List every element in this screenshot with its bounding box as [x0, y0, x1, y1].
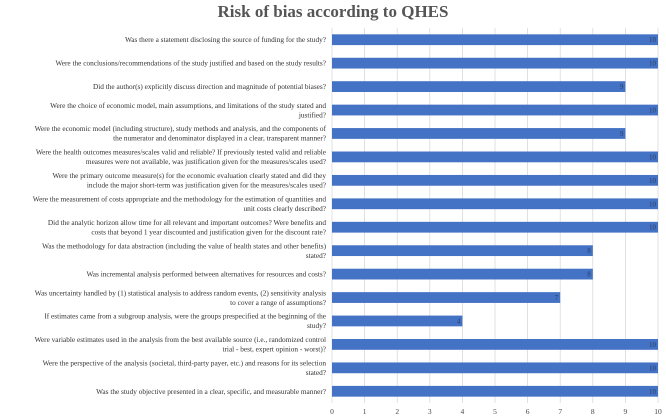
bar: [332, 385, 658, 397]
category-label: costs that beyond 1 year discounted and …: [91, 227, 326, 236]
x-tick-label: 0: [330, 407, 334, 416]
bar: [332, 151, 658, 163]
bar: [332, 174, 658, 186]
bars: [332, 34, 658, 397]
category-label: Was there a statement disclosing the sou…: [125, 35, 326, 44]
category-label: justified?: [298, 110, 326, 119]
category-label: include the major short-term was justifi…: [87, 181, 326, 190]
category-label: Were the perspective of the analysis (so…: [43, 359, 327, 368]
data-label: 9: [620, 83, 624, 91]
x-tick-label: 8: [591, 407, 595, 416]
x-tick-label: 7: [558, 407, 562, 416]
category-labels: Was there a statement disclosing the sou…: [33, 35, 327, 396]
category-label: Were the economic model (including struc…: [35, 124, 327, 133]
data-labels: 10 10 9 10 9 10 10 10 10 8 8 7 4 10 10 10: [457, 36, 657, 396]
data-label: 7: [555, 294, 559, 302]
data-label: 10: [649, 388, 657, 396]
bar: [332, 221, 658, 233]
category-label: Was uncertainty handled by (1) statistic…: [35, 288, 326, 297]
x-tick-label: 3: [428, 407, 432, 416]
category-label: Were the measurement of costs appropriat…: [33, 195, 327, 204]
category-label: Were the choice of economic model, main …: [50, 101, 326, 110]
data-label: 10: [649, 60, 657, 68]
bar: [332, 339, 658, 350]
bar: [332, 34, 658, 46]
x-tick-label: 1: [363, 407, 367, 416]
x-tick-label: 5: [493, 407, 497, 416]
data-label: 8: [587, 271, 591, 279]
category-label: to cover a range of assumptions?: [230, 298, 326, 307]
data-label: 4: [457, 317, 461, 325]
data-label: 10: [649, 153, 657, 161]
category-label: unit costs clearly described?: [244, 204, 326, 213]
data-label: 10: [649, 36, 657, 44]
data-label: 10: [649, 107, 657, 115]
bar: [332, 198, 658, 210]
category-label: Was the study objective presented in a c…: [96, 387, 326, 396]
category-label: Were the conclusions/recommendations of …: [55, 59, 326, 68]
data-label: 10: [649, 177, 657, 185]
bar: [332, 128, 626, 139]
data-label: 10: [649, 341, 657, 349]
category-label: measures were not available, was justifi…: [86, 157, 326, 166]
category-label: Was the methodology for data abstraction…: [42, 241, 326, 250]
data-label: 10: [649, 200, 657, 208]
category-label: Were variable estimates used in the anal…: [35, 335, 326, 344]
bar: [332, 268, 593, 280]
x-tick-label: 6: [526, 407, 530, 416]
data-label: 10: [649, 364, 657, 372]
bar: [332, 57, 658, 69]
category-label: stated?: [306, 368, 326, 377]
bar: [332, 315, 463, 327]
x-tick-label: 9: [624, 407, 628, 416]
category-label: Did the analytic horizon allow time for …: [48, 218, 326, 227]
category-label: stated?: [306, 251, 326, 260]
category-label: Was incremental analysis performed betwe…: [86, 270, 326, 279]
category-label: trial - best, expert opinion - worst)?: [222, 345, 326, 354]
category-label: Were the health outcomes measures/scales…: [36, 148, 326, 157]
data-label: 10: [649, 224, 657, 232]
x-tick-label: 2: [395, 407, 399, 416]
chart-title: Risk of bias according to QHES: [217, 2, 449, 21]
bar: [332, 81, 626, 92]
x-tick-label: 10: [654, 407, 662, 416]
category-label: Did the author(s) explicitly discuss dir…: [93, 82, 326, 91]
category-label: If estimates came from a subgroup analys…: [44, 312, 326, 321]
x-axis-ticks: 0 1 2 3 4 5 6 7 8 9 10: [330, 407, 662, 416]
data-label: 9: [620, 130, 624, 138]
category-label: Were the primary outcome measure(s) for …: [52, 171, 326, 180]
bar: [332, 104, 658, 116]
category-label: the numerator and denominator displayed …: [113, 134, 326, 143]
bar: [332, 362, 658, 374]
bar: [332, 245, 593, 257]
bar: [332, 292, 561, 303]
x-tick-label: 4: [461, 407, 465, 416]
data-label: 8: [587, 247, 591, 255]
category-label: study?: [307, 321, 326, 330]
